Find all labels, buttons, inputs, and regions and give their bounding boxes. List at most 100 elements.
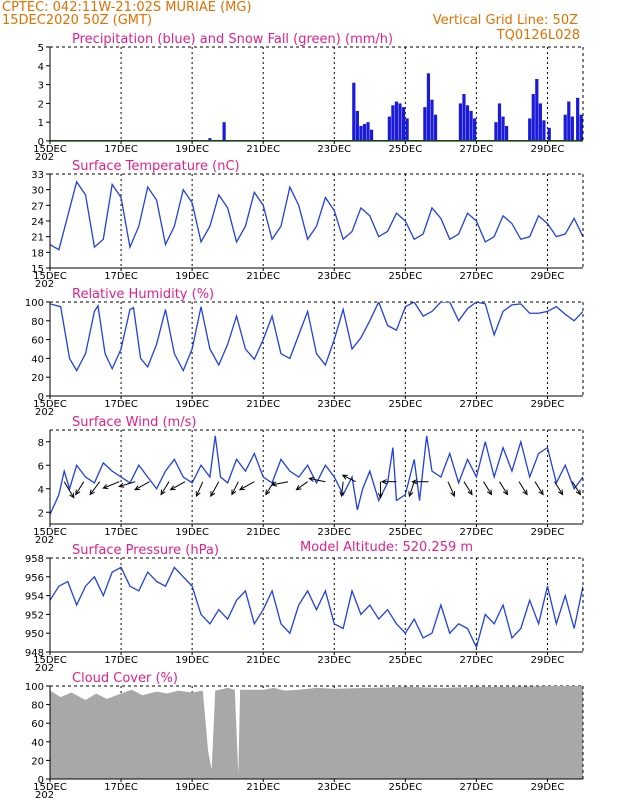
wind-arrowhead xyxy=(270,481,278,487)
x-tick-label: 15DEC xyxy=(33,782,67,793)
wind-arrowhead xyxy=(75,489,81,496)
y-tick-label: 21 xyxy=(31,233,44,244)
precip-bar xyxy=(398,103,402,141)
precip-bar xyxy=(426,73,431,141)
wind-vector xyxy=(231,481,239,495)
x-tick-label: 19DEC xyxy=(175,399,209,410)
wind-vector xyxy=(554,481,563,495)
wind-arrowhead xyxy=(558,489,564,496)
panel-title: Precipitation (blue) and Snow Fall (gree… xyxy=(72,32,393,47)
x-tick-label: 19DEC xyxy=(175,271,209,282)
y-tick-label: 8 xyxy=(38,438,44,449)
wind-arrowhead xyxy=(265,489,271,496)
y-tick-label: 3 xyxy=(38,81,44,92)
panel-title: Surface Temperature (nC) xyxy=(72,159,240,174)
precip-bar xyxy=(531,94,535,141)
precip-bar xyxy=(430,99,434,141)
y-tick-label: 0 xyxy=(38,392,44,403)
x-tick-label: 21DEC xyxy=(246,527,280,538)
x-tick-label: 17DEC xyxy=(104,271,138,282)
precip-bar xyxy=(538,103,542,141)
x-tick-label: 29DEC xyxy=(531,655,565,666)
precip-bar xyxy=(570,116,574,141)
y-tick-label: 4 xyxy=(38,485,44,496)
wind-vector xyxy=(119,481,136,487)
panel-1: Precipitation (blue) and Snow Fall (gree… xyxy=(33,32,584,163)
wind-vector xyxy=(342,474,356,483)
x-tick-label: 27DEC xyxy=(460,144,494,155)
x-tick-label: 25DEC xyxy=(388,271,422,282)
wind-arrowhead xyxy=(69,492,75,499)
precip-bar xyxy=(369,129,374,141)
series-line xyxy=(50,302,583,373)
precip-bar xyxy=(473,118,477,141)
precip-bar xyxy=(576,97,580,141)
precip-bar xyxy=(387,116,391,141)
wind-arrowhead xyxy=(377,492,384,499)
x-tick-label: 25DEC xyxy=(388,144,422,155)
y-tick-label: 950 xyxy=(25,629,44,640)
precip-bar xyxy=(462,94,466,141)
precip-bar xyxy=(567,101,571,141)
y-tick-label: 60 xyxy=(31,719,44,730)
x-tick-label: 25DEC xyxy=(388,527,422,538)
y-tick-label: 948 xyxy=(25,648,44,659)
panel-6: Cloud Cover (%) 0 20 40 60 80 100 15DEC 17DEC 19D… xyxy=(25,671,584,800)
wind-vector xyxy=(239,481,255,491)
y-tick-label: 24 xyxy=(31,217,44,228)
wind-arrowhead xyxy=(308,476,315,482)
wind-vector xyxy=(309,478,326,483)
precip-bar xyxy=(563,114,567,141)
y-tick-label: 0 xyxy=(38,775,44,786)
wind-arrowhead xyxy=(487,489,493,496)
wind-arrowhead xyxy=(538,489,544,496)
y-tick-label: 60 xyxy=(31,336,44,347)
precip-bar xyxy=(494,122,498,141)
series-line xyxy=(50,435,583,515)
x-tick-label: 23DEC xyxy=(317,782,351,793)
wind-arrowhead xyxy=(89,489,95,496)
wind-vector xyxy=(210,481,220,497)
precip-bar xyxy=(359,125,363,141)
precip-bar xyxy=(433,114,438,141)
x-tick-label: 21DEC xyxy=(246,782,280,793)
x-tick-label: 21DEC xyxy=(246,271,280,282)
x-tick-label: 19DEC xyxy=(175,782,209,793)
x-tick-label: 17DEC xyxy=(104,527,138,538)
y-tick-label: 0 xyxy=(38,137,44,148)
cloud-cover-area xyxy=(50,686,583,779)
wind-vector xyxy=(265,481,275,495)
x-tick-label: 29DEC xyxy=(531,782,565,793)
x-tick-label: 17DEC xyxy=(104,399,138,410)
precip-bar xyxy=(222,122,226,141)
panel-data xyxy=(50,180,583,251)
precip-bar xyxy=(469,110,473,141)
y-tick-label: 1 xyxy=(38,118,44,129)
wind-arrowhead xyxy=(118,482,125,488)
y-tick-label: 33 xyxy=(31,170,44,181)
x-tick-label: 15DEC xyxy=(33,655,67,666)
panel-data xyxy=(50,435,583,515)
y-tick-label: 40 xyxy=(31,738,44,749)
wind-arrowhead xyxy=(169,485,176,491)
panel-5: Surface Pressure (hPa) 948 950 952 954 956 958… xyxy=(25,543,584,674)
x-tick-label: 21DEC xyxy=(246,655,280,666)
x-tick-label: 27DEC xyxy=(460,655,494,666)
x-tick-label: 15DEC xyxy=(33,271,67,282)
wind-vector xyxy=(483,481,492,495)
precip-bar xyxy=(423,107,427,141)
wind-arrowhead xyxy=(450,491,456,498)
model-code: TQ0126L028 xyxy=(496,28,580,43)
wind-arrowhead xyxy=(522,489,528,496)
x-tick-label: 19DEC xyxy=(175,655,209,666)
y-tick-label: 954 xyxy=(25,592,44,603)
x-tick-label: 17DEC xyxy=(104,655,138,666)
panel-2: Surface Temperature (nC) 15 18 21 24 27 30 33 15… xyxy=(31,159,584,290)
wind-vector xyxy=(463,481,473,495)
year-label: 202 xyxy=(35,407,54,418)
x-tick-label: 23DEC xyxy=(317,655,351,666)
year-label: 202 xyxy=(35,279,54,290)
y-tick-label: 2 xyxy=(38,99,44,110)
precip-bar xyxy=(208,138,212,141)
x-tick-label: 17DEC xyxy=(104,144,138,155)
